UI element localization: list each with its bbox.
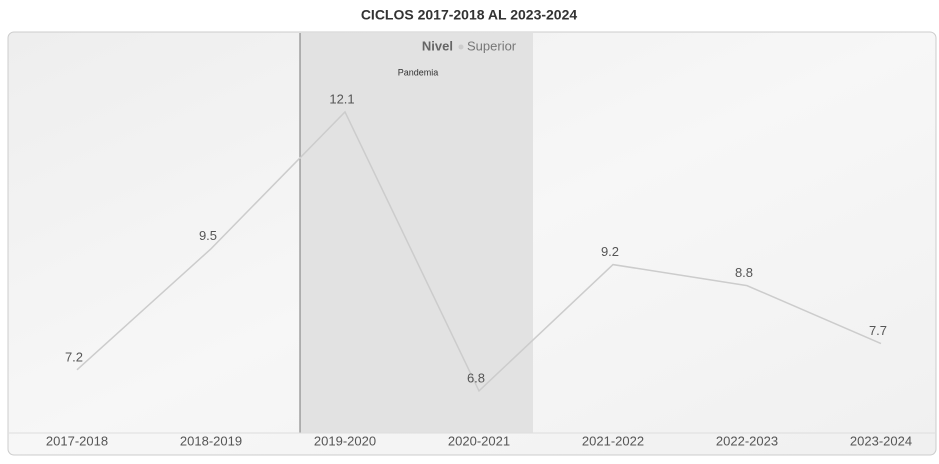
x-tick-label: 2023-2024 bbox=[850, 433, 912, 448]
series-line bbox=[76, 110, 882, 393]
data-label: 9.2 bbox=[601, 244, 619, 259]
x-tick-label: 2018-2019 bbox=[180, 433, 242, 448]
data-label: 7.7 bbox=[869, 323, 887, 338]
x-tick-label: 2017-2018 bbox=[46, 433, 108, 448]
chart-title: CICLOS 2017-2018 AL 2023-2024 bbox=[361, 7, 578, 23]
x-tick-label: 2019-2020 bbox=[314, 433, 376, 448]
data-label: 9.5 bbox=[199, 228, 217, 243]
data-label: 7.2 bbox=[65, 349, 83, 364]
x-tick-label: 2022-2023 bbox=[716, 433, 778, 448]
data-label: 8.8 bbox=[735, 265, 753, 280]
data-label: 6.8 bbox=[467, 370, 485, 385]
pandemic-shade bbox=[300, 33, 533, 433]
legend-title: Nivel bbox=[422, 38, 453, 53]
x-tick-label: 2021-2022 bbox=[582, 433, 644, 448]
legend-label: Superior bbox=[467, 38, 517, 53]
x-tick-label: 2020-2021 bbox=[448, 433, 510, 448]
legend-marker bbox=[458, 44, 464, 50]
annotation: Pandemia bbox=[398, 67, 439, 77]
data-label: 12.1 bbox=[329, 91, 354, 106]
